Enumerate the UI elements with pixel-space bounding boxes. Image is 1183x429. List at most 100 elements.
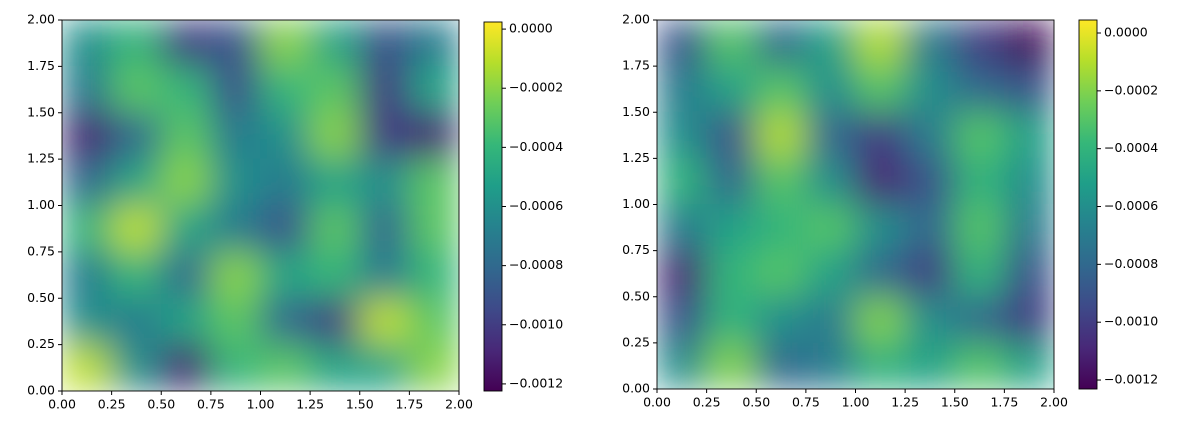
x-tick-label: 1.00 <box>247 397 275 412</box>
x-tick-label: 0.50 <box>742 395 770 410</box>
heatmap-cell <box>954 111 1005 159</box>
colorbar-tick-label: −0.0004 <box>509 139 563 154</box>
heatmap-cell <box>309 251 361 299</box>
colorbar <box>483 21 503 392</box>
heatmap-cell <box>359 65 410 114</box>
heatmap-cell <box>657 157 708 205</box>
heatmap-cell <box>111 251 162 299</box>
heatmap-cell <box>755 157 807 205</box>
colorbar-tick-label: −0.0002 <box>509 80 563 95</box>
heatmap-cell <box>62 297 113 346</box>
heatmap-cell <box>657 65 708 113</box>
heatmap-cell <box>805 204 856 252</box>
x-tick-label: 0.25 <box>98 397 126 412</box>
y-tick-label: 1.50 <box>27 104 55 119</box>
colorbar-tick-label: −0.0010 <box>509 316 563 331</box>
heatmap-cell <box>855 204 906 252</box>
x-tick-label: 0.75 <box>792 395 820 410</box>
heatmap-cell <box>855 342 906 389</box>
heatmap-cell <box>706 296 757 344</box>
x-tick-label: 0.00 <box>48 397 76 412</box>
heatmap-cell <box>1003 111 1054 159</box>
heatmap-cell <box>706 204 757 252</box>
heatmap-cell <box>706 111 757 159</box>
y-tick-label: 1.75 <box>27 58 55 73</box>
x-tick-label: 1.75 <box>990 395 1018 410</box>
heatmap-cell <box>309 158 361 206</box>
heatmap-cell <box>359 251 410 299</box>
heatmap-cell <box>805 157 856 205</box>
heatmap-cell <box>657 111 708 159</box>
y-tick-label: 0.75 <box>27 243 55 258</box>
heatmap-cell <box>309 297 361 346</box>
colorbar-tick-label: 0.0000 <box>1104 25 1148 40</box>
heatmap-cell <box>657 20 708 67</box>
y-tick-label: 2.00 <box>27 12 55 27</box>
heatmap-cell <box>706 65 757 113</box>
x-tick-label: 1.00 <box>842 395 870 410</box>
y-tick-label: 0.50 <box>27 290 55 305</box>
heatmap-cell <box>657 204 708 252</box>
y-tick-label: 0.25 <box>27 336 55 351</box>
heatmap-cell <box>706 250 757 298</box>
heatmap-cell <box>805 20 856 67</box>
heatmap-cell <box>755 204 807 252</box>
heatmap-cell <box>62 112 113 160</box>
heatmap-cell <box>755 342 807 389</box>
heatmap-cell <box>359 112 410 160</box>
heatmap-cell <box>855 250 906 298</box>
heatmap-cell <box>408 205 459 253</box>
heatmap-cell <box>359 297 410 346</box>
heatmap-cell <box>1003 65 1054 113</box>
heatmap-cell <box>309 112 361 160</box>
heatmap-cell <box>904 342 956 389</box>
heatmap-cell <box>359 344 410 391</box>
heatmap-cell <box>210 344 261 391</box>
heatmap-cell <box>657 250 708 298</box>
heatmap-cell <box>111 297 162 346</box>
heatmap-cell <box>210 297 261 346</box>
heatmap-cell <box>160 112 212 160</box>
colorbar-tick-label: −0.0006 <box>1104 198 1158 213</box>
heatmap-cell <box>160 251 212 299</box>
heatmap-cell <box>408 344 459 391</box>
heatmap-cell <box>904 157 956 205</box>
heatmap-cell <box>1003 157 1054 205</box>
x-tick-label: 0.75 <box>197 397 225 412</box>
x-tick-label: 2.00 <box>445 397 473 412</box>
y-tick-label: 0.50 <box>622 288 650 303</box>
heatmap-cell <box>111 205 162 253</box>
heatmap-cell <box>755 111 807 159</box>
heatmap-cells <box>62 20 459 391</box>
heatmap-cell <box>904 204 956 252</box>
heatmap-cell <box>260 344 311 391</box>
heatmap-cell <box>62 20 113 67</box>
heatmap-cell <box>260 251 311 299</box>
heatmap-cell <box>954 296 1005 344</box>
heatmap-cell <box>309 20 361 67</box>
heatmap-cell <box>260 112 311 160</box>
heatmap-cell <box>160 158 212 206</box>
heatmap-cell <box>210 205 261 253</box>
heatmap-cell <box>359 205 410 253</box>
heatmap-cell <box>755 65 807 113</box>
heatmap-cell <box>160 205 212 253</box>
heatmap-cell <box>210 112 261 160</box>
x-tick-label: 1.50 <box>346 397 374 412</box>
heatmap-cell <box>260 205 311 253</box>
y-tick-label: 0.00 <box>27 383 55 398</box>
heatmap-cell <box>210 158 261 206</box>
heatmap-cell <box>1003 250 1054 298</box>
y-tick-label: 1.50 <box>622 104 650 119</box>
heatmap-cell <box>805 296 856 344</box>
heatmap-cell <box>408 20 459 67</box>
heatmap-cell <box>62 158 113 206</box>
x-tick-label: 1.75 <box>395 397 423 412</box>
heatmap-cell <box>954 204 1005 252</box>
heatmap-cell <box>408 158 459 206</box>
heatmap-cell <box>160 344 212 391</box>
y-tick-label: 1.00 <box>27 197 55 212</box>
heatmap-cell <box>904 111 956 159</box>
heatmap-cell <box>260 20 311 67</box>
